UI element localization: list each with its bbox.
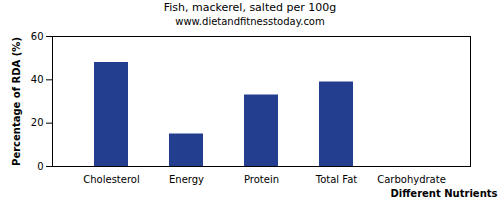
svg-text:Cholesterol: Cholesterol <box>83 174 139 185</box>
svg-text:Different Nutrients: Different Nutrients <box>391 188 498 199</box>
svg-text:0: 0 <box>37 161 43 172</box>
svg-text:Energy: Energy <box>169 174 204 185</box>
svg-text:60: 60 <box>31 31 44 42</box>
svg-text:Total Fat: Total Fat <box>315 174 357 185</box>
html-text:www.dietandfitnesstoday.com: www.dietandfitnesstoday.com <box>175 16 325 27</box>
svg-text:Protein: Protein <box>244 174 279 185</box>
svg-text:20: 20 <box>31 117 44 128</box>
svg-text:40: 40 <box>31 74 44 85</box>
svg-text:Percentage of RDA (%): Percentage of RDA (%) <box>11 37 22 166</box>
html-text:Fish, mackerel, salted per 100: Fish, mackerel, salted per 100g <box>163 1 337 14</box>
svg-text:Carbohydrate: Carbohydrate <box>377 174 446 185</box>
